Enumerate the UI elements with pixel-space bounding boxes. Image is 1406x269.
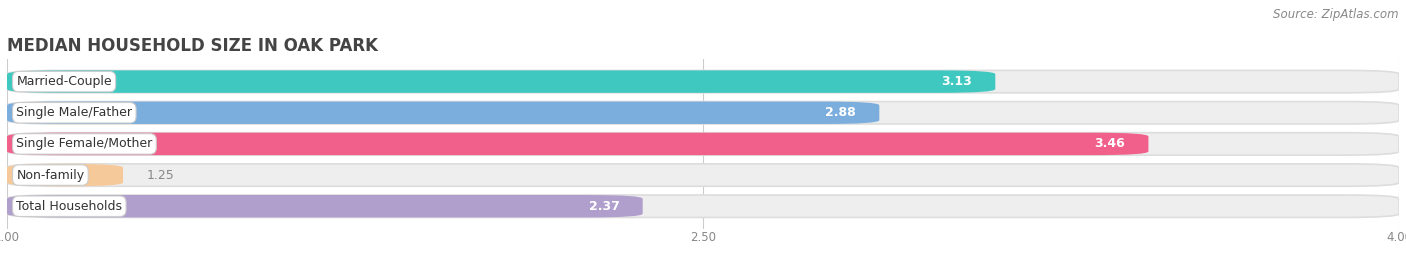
FancyBboxPatch shape [7, 164, 124, 186]
FancyBboxPatch shape [7, 102, 1399, 124]
Text: Single Female/Mother: Single Female/Mother [17, 137, 153, 150]
FancyBboxPatch shape [7, 195, 643, 217]
FancyBboxPatch shape [7, 102, 879, 124]
FancyBboxPatch shape [7, 133, 1399, 155]
Text: Source: ZipAtlas.com: Source: ZipAtlas.com [1274, 8, 1399, 21]
Text: MEDIAN HOUSEHOLD SIZE IN OAK PARK: MEDIAN HOUSEHOLD SIZE IN OAK PARK [7, 37, 378, 55]
Text: Non-family: Non-family [17, 169, 84, 182]
FancyBboxPatch shape [7, 195, 1399, 217]
Text: Single Male/Father: Single Male/Father [17, 106, 132, 119]
Text: Total Households: Total Households [17, 200, 122, 213]
Text: 2.88: 2.88 [825, 106, 856, 119]
Text: 3.13: 3.13 [942, 75, 972, 88]
FancyBboxPatch shape [7, 70, 995, 93]
FancyBboxPatch shape [7, 164, 1399, 186]
FancyBboxPatch shape [7, 133, 1149, 155]
Text: 3.46: 3.46 [1094, 137, 1125, 150]
Text: Married-Couple: Married-Couple [17, 75, 112, 88]
FancyBboxPatch shape [7, 70, 1399, 93]
Text: 1.25: 1.25 [146, 169, 174, 182]
Text: 2.37: 2.37 [589, 200, 620, 213]
